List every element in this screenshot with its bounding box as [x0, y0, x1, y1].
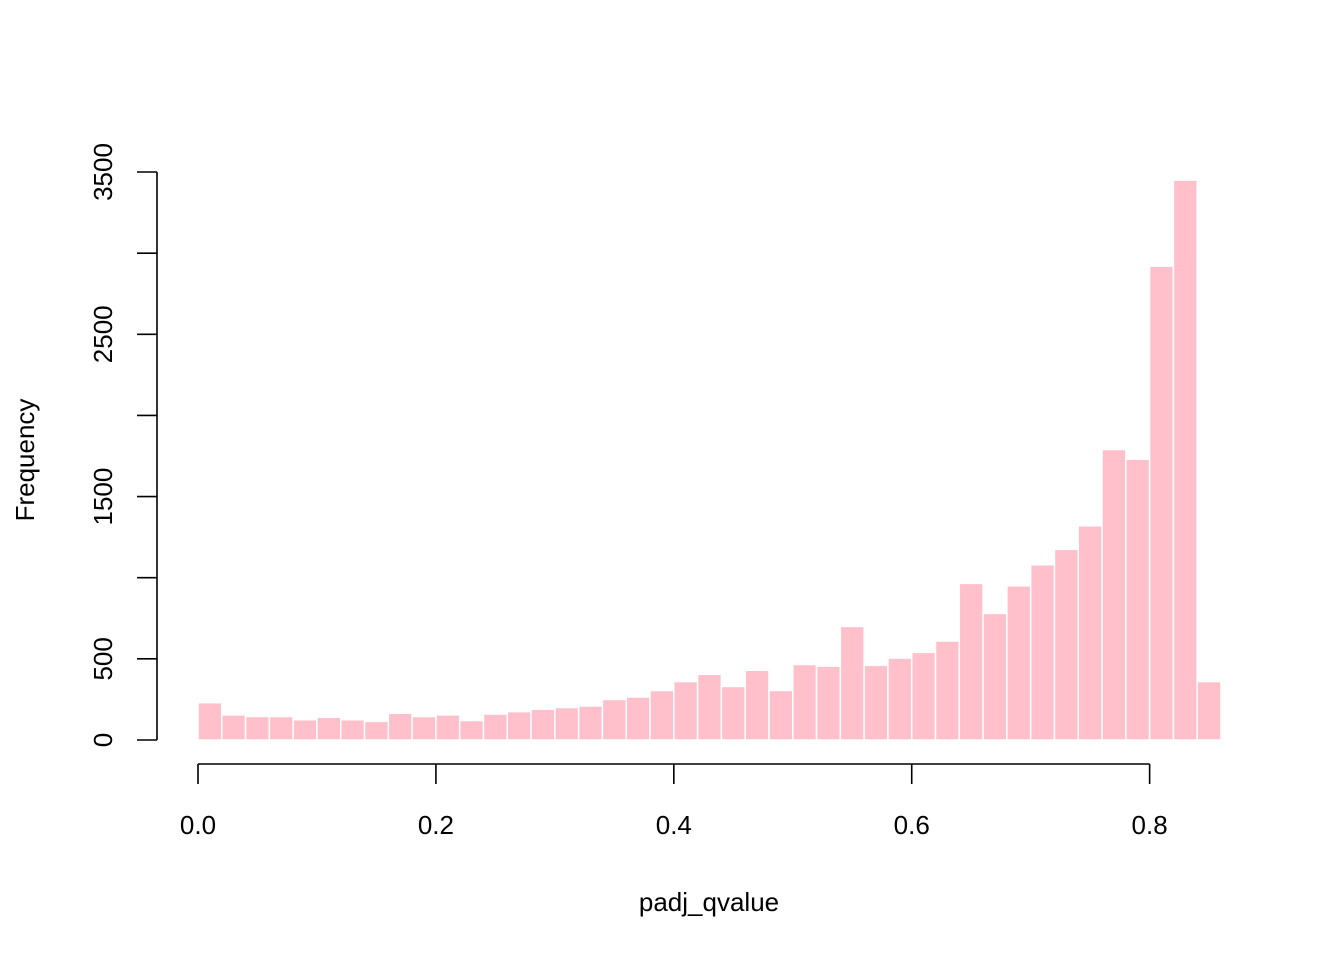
histogram-bar	[1148, 265, 1175, 741]
histogram-bar	[958, 582, 984, 741]
histogram-bar	[792, 663, 818, 741]
y-axis: 0 500 1500 2500 3500	[88, 143, 158, 747]
histogram-bar	[744, 669, 770, 741]
x-tick-label: 0.2	[418, 810, 454, 840]
x-tick-label: 0.6	[894, 810, 930, 840]
histogram-bar	[506, 710, 532, 741]
histogram-bar	[1029, 563, 1056, 741]
histogram-bar	[839, 625, 865, 741]
histogram-bar	[482, 713, 509, 741]
histogram-bar	[1196, 680, 1222, 741]
histogram-bar	[982, 612, 1008, 741]
histogram-bar	[649, 689, 675, 741]
histogram-bar	[339, 718, 366, 741]
histogram-bar	[625, 696, 651, 741]
histogram-bar	[411, 715, 437, 741]
x-axis-title: padj_qvalue	[639, 887, 779, 917]
y-axis-title: Frequency	[10, 399, 40, 522]
histogram-bar	[577, 705, 604, 741]
histogram-bar	[292, 718, 318, 741]
histogram-bars	[197, 179, 1222, 741]
histogram-bar	[1125, 458, 1151, 741]
histogram-bar	[363, 720, 390, 741]
y-tick-label: 500	[88, 637, 118, 680]
histogram-bar	[316, 716, 342, 741]
histogram-bar	[768, 689, 794, 741]
histogram-bar	[268, 715, 294, 741]
histogram-bar	[554, 706, 580, 741]
histogram-bar	[244, 715, 271, 741]
x-tick-label: 0.8	[1132, 810, 1168, 840]
histogram-bar	[197, 701, 223, 741]
histogram-bar	[387, 712, 413, 741]
histogram-bar	[863, 664, 889, 741]
histogram-bar	[910, 651, 937, 741]
histogram-bar	[1077, 525, 1103, 741]
y-tick-label: 1500	[88, 468, 118, 526]
histogram-bar	[601, 698, 627, 741]
histogram-bar	[1006, 585, 1032, 741]
y-tick-label: 0	[88, 733, 118, 747]
histogram-bar	[1172, 179, 1198, 741]
x-tick-label: 0.4	[656, 810, 692, 840]
histogram-bar	[1053, 548, 1080, 741]
histogram-bar	[458, 719, 485, 741]
histogram-bar	[887, 657, 913, 741]
y-tick-label: 2500	[88, 305, 118, 363]
histogram-bar	[435, 714, 461, 741]
x-axis: 0.0 0.2 0.4 0.6 0.8	[180, 763, 1168, 840]
histogram-bar	[696, 673, 723, 741]
histogram-bar	[720, 685, 746, 741]
y-tick-label: 3500	[88, 143, 118, 201]
x-tick-label: 0.0	[180, 810, 216, 840]
histogram-bar	[1101, 448, 1127, 741]
histogram-bar	[530, 708, 556, 741]
histogram-bar	[673, 680, 699, 741]
histogram-bar	[934, 640, 961, 741]
histogram-bar	[815, 665, 842, 741]
histogram-bar	[221, 714, 247, 741]
